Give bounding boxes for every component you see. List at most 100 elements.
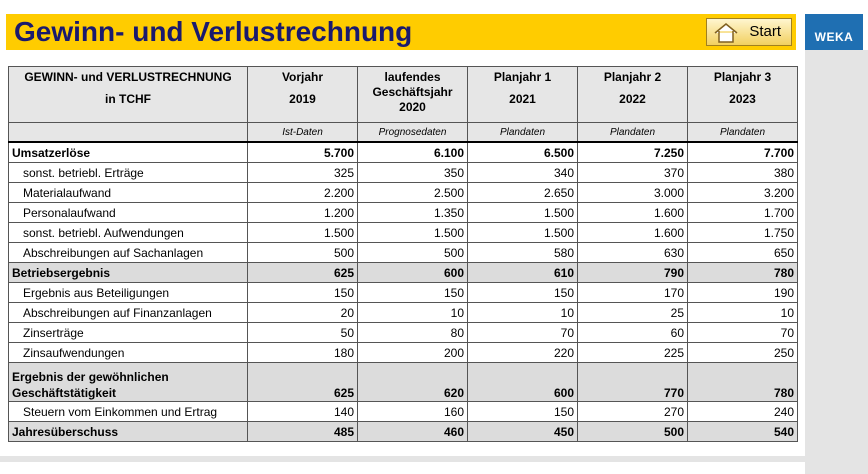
row-value: 6.500 [467, 141, 578, 163]
row-label: Abschreibungen auf Sachanlagen [8, 242, 248, 263]
row-value: 630 [577, 242, 688, 263]
row-label: Abschreibungen auf Finanzanlagen [8, 302, 248, 323]
row-value: 10 [357, 302, 468, 323]
header-year: 2022 [619, 92, 646, 106]
row-label: Ergebnis aus Beteiligungen [8, 282, 248, 303]
row-value: 460 [357, 421, 468, 442]
row-value: 2.500 [357, 182, 468, 203]
row-label: Personalaufwand [8, 202, 248, 223]
table-row: Zinsaufwendungen 180 200 220 225 250 [8, 342, 798, 363]
table-row: Betriebsergebnis 625 600 610 790 780 [8, 262, 798, 283]
row-value: 1.200 [247, 202, 358, 223]
row-value: 1.500 [467, 202, 578, 223]
row-value: 170 [577, 282, 688, 303]
row-value: 500 [357, 242, 468, 263]
row-value: 50 [247, 322, 358, 343]
subheader-row: Ist-Daten Prognosedaten Plandaten Plandaten… [8, 122, 798, 143]
header-cell: GEWINN- und VERLUSTRECHNUNG in TCHF [8, 66, 248, 123]
header-year: 2023 [729, 92, 756, 106]
row-label: Steuern vom Einkommen und Ertrag [8, 401, 248, 422]
row-value: 270 [577, 401, 688, 422]
row-value: 150 [467, 282, 578, 303]
row-value: 60 [577, 322, 688, 343]
row-value: 600 [467, 362, 578, 402]
header-line: laufendes Geschäftsjahr [372, 70, 453, 99]
row-value: 1.700 [687, 202, 798, 223]
table-row: Personalaufwand 1.200 1.350 1.500 1.600 1.700 [8, 202, 798, 223]
row-value: 780 [687, 262, 798, 283]
row-value: 350 [357, 162, 468, 183]
row-value: 200 [357, 342, 468, 363]
header-line: Planjahr 2 [603, 70, 662, 84]
row-value: 150 [247, 282, 358, 303]
header-year: 2019 [289, 92, 316, 106]
table-row: Abschreibungen auf Sachanlagen 500 500 580 6… [8, 242, 798, 263]
row-value: 3.200 [687, 182, 798, 203]
banner: Gewinn- und Verlustrechnung Start [6, 14, 796, 50]
row-value: 1.500 [467, 222, 578, 243]
row-value: 370 [577, 162, 688, 183]
table-row: Ergebnis aus Beteiligungen 150 150 150 170 19… [8, 282, 798, 303]
table-row: Umsatzerlöse 5.700 6.100 6.500 7.250 7.700 [8, 141, 798, 163]
row-value: 5.700 [247, 141, 358, 163]
row-value: 1.350 [357, 202, 468, 223]
row-value: 70 [467, 322, 578, 343]
header-cell: Vorjahr 2019 [247, 66, 358, 123]
header-year: in TCHF [105, 92, 151, 106]
row-value: 25 [577, 302, 688, 323]
subheader-cell: Plandaten [687, 122, 798, 143]
header-year: 2021 [509, 92, 536, 106]
row-value: 540 [687, 421, 798, 442]
row-label: Materialaufwand [8, 182, 248, 203]
row-value: 240 [687, 401, 798, 422]
row-value: 325 [247, 162, 358, 183]
row-label: Zinsaufwendungen [8, 342, 248, 363]
row-label: sonst. betriebl. Aufwendungen [8, 222, 248, 243]
row-value: 1.500 [247, 222, 358, 243]
row-value: 220 [467, 342, 578, 363]
header-cell: Planjahr 3 2023 [687, 66, 798, 123]
logo: WEKA [805, 14, 863, 50]
table-row: Abschreibungen auf Finanzanlagen 20 10 10 25… [8, 302, 798, 323]
row-value: 1.600 [577, 202, 688, 223]
row-value: 380 [687, 162, 798, 183]
table-row: Jahresüberschuss 485 460 450 500 540 [8, 421, 798, 442]
table-row: Ergebnis der gewöhnlichen Geschäftstätig… [8, 362, 798, 402]
row-value: 790 [577, 262, 688, 283]
row-value: 2.650 [467, 182, 578, 203]
row-value: 485 [247, 421, 358, 442]
table-row: Steuern vom Einkommen und Ertrag 140 160 15… [8, 401, 798, 422]
header-cell: Planjahr 1 2021 [467, 66, 578, 123]
table-row: sonst. betriebl. Aufwendungen 1.500 1.500 1… [8, 222, 798, 243]
row-value: 180 [247, 342, 358, 363]
row-value: 10 [467, 302, 578, 323]
header-row: GEWINN- und VERLUSTRECHNUNG in TCHF Vorjah… [8, 66, 798, 123]
row-value: 70 [687, 322, 798, 343]
row-value: 340 [467, 162, 578, 183]
row-label: Umsatzerlöse [8, 141, 248, 163]
row-value: 625 [247, 362, 358, 402]
row-value: 620 [357, 362, 468, 402]
row-value: 190 [687, 282, 798, 303]
subheader-cell: Plandaten [577, 122, 688, 143]
subheader-cell [8, 122, 248, 143]
row-value: 1.500 [357, 222, 468, 243]
side-panel [805, 50, 868, 474]
start-label: Start [749, 23, 781, 40]
header-year: 2020 [399, 100, 426, 114]
header-cell: laufendes Geschäftsjahr 2020 [357, 66, 468, 123]
gv-table: GEWINN- und VERLUSTRECHNUNG in TCHF Vorjah… [8, 66, 798, 442]
row-value: 250 [687, 342, 798, 363]
title: Gewinn- und Verlustrechnung [14, 16, 413, 47]
row-value: 6.100 [357, 141, 468, 163]
row-value: 150 [467, 401, 578, 422]
row-label: Zinserträge [8, 322, 248, 343]
row-value: 10 [687, 302, 798, 323]
row-value: 770 [577, 362, 688, 402]
header-line: Planjahr 1 [493, 70, 552, 84]
row-value: 160 [357, 401, 468, 422]
start-button[interactable]: Start [706, 18, 792, 46]
row-value: 500 [577, 421, 688, 442]
row-value: 600 [357, 262, 468, 283]
